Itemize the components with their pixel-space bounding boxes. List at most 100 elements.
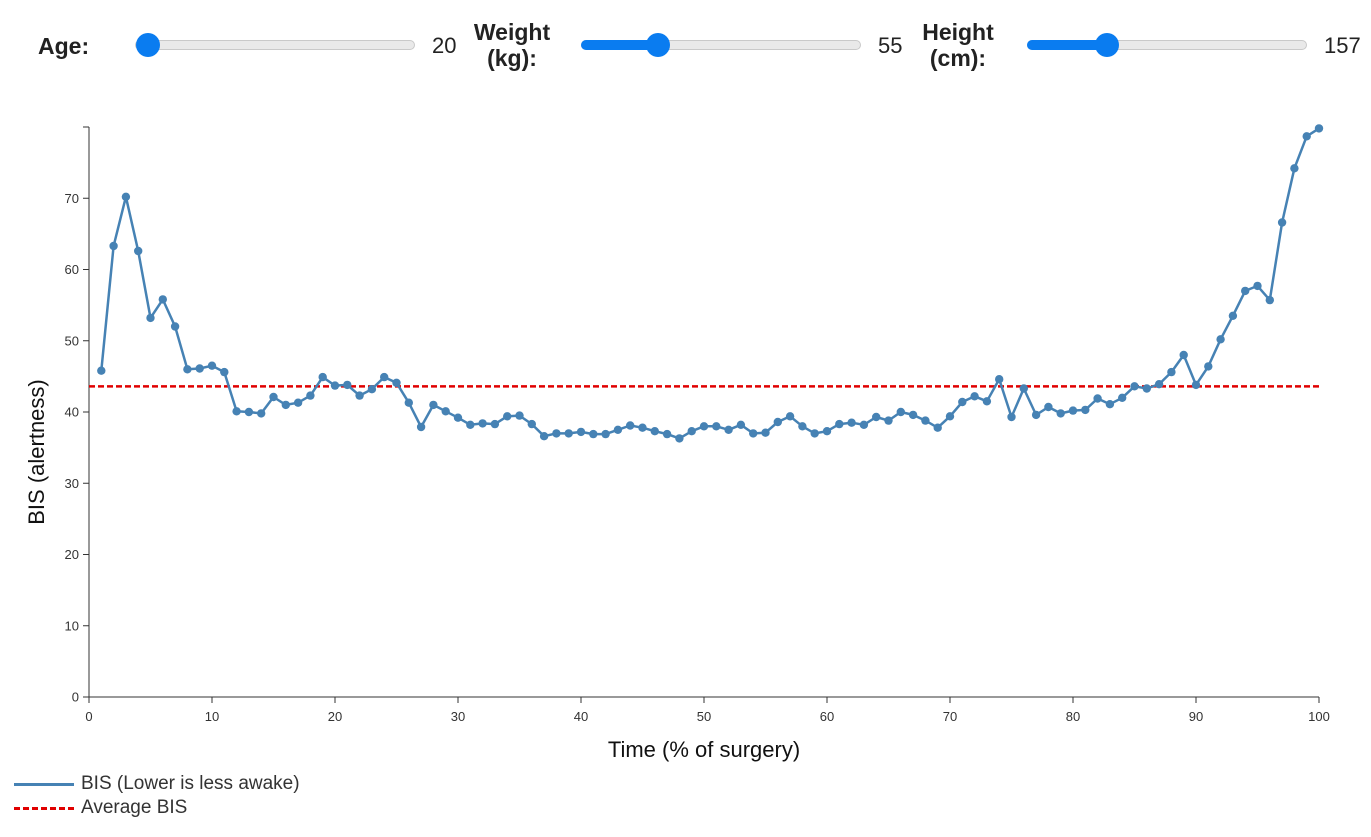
- age-slider-thumb[interactable]: [136, 33, 160, 57]
- data-point: [995, 375, 1004, 384]
- data-point: [638, 423, 647, 432]
- data-point: [662, 429, 672, 439]
- data-point: [183, 365, 192, 374]
- height-slider[interactable]: [1027, 33, 1307, 57]
- y-tick-label: 50: [65, 333, 79, 348]
- weight-slider-thumb[interactable]: [646, 33, 670, 57]
- data-point: [724, 425, 733, 434]
- height-label-line2: (cm):: [929, 45, 987, 71]
- data-point: [121, 192, 131, 201]
- data-point: [699, 422, 709, 431]
- data-point: [1314, 124, 1324, 133]
- data-point: [1179, 350, 1188, 360]
- data-point: [896, 407, 905, 417]
- x-tick-label: 30: [451, 709, 465, 724]
- y-tick-label: 70: [65, 191, 79, 206]
- data-point: [601, 429, 610, 439]
- data-point: [429, 400, 438, 410]
- age-slider[interactable]: [135, 33, 415, 57]
- x-tick-label: 50: [697, 709, 711, 724]
- data-point: [650, 427, 659, 436]
- data-point: [1019, 384, 1028, 393]
- data-point: [1093, 394, 1102, 403]
- y-tick-label: 30: [65, 476, 79, 491]
- height-label: Height (cm):: [908, 19, 1008, 71]
- y-tick-label: 0: [72, 690, 79, 705]
- data-point: [810, 429, 819, 438]
- data-point: [1216, 335, 1225, 344]
- data-point: [945, 412, 955, 421]
- data-point: [355, 391, 364, 400]
- legend-label-bis: BIS (Lower is less awake): [81, 773, 300, 794]
- legend-item-bis: BIS (Lower is less awake): [14, 772, 344, 796]
- data-point: [244, 407, 254, 417]
- data-point: [1154, 380, 1164, 389]
- data-point: [281, 400, 290, 410]
- data-point: [515, 411, 524, 420]
- x-tick-label: 100: [1308, 709, 1330, 724]
- data-point: [1277, 218, 1287, 227]
- age-label: Age:: [38, 33, 90, 59]
- data-point: [1044, 402, 1053, 412]
- data-point: [318, 372, 327, 382]
- bis-series-line: [100, 127, 1320, 440]
- data-point: [367, 385, 377, 394]
- data-point: [933, 423, 942, 432]
- data-point: [453, 413, 463, 422]
- height-label-line1: Height: [922, 19, 994, 45]
- data-point: [613, 425, 623, 434]
- data-point: [626, 421, 635, 430]
- data-point: [589, 429, 598, 439]
- data-point: [576, 427, 586, 437]
- data-point: [1068, 406, 1078, 415]
- data-point: [872, 412, 881, 422]
- data-point: [392, 378, 401, 387]
- data-point: [478, 419, 487, 428]
- data-point: [1204, 362, 1213, 371]
- bis-series-points: [97, 124, 1324, 443]
- x-tick-label: 40: [574, 709, 588, 724]
- legend-swatch-bis: [14, 783, 74, 786]
- x-tick-label: 20: [328, 709, 342, 724]
- weight-label-line1: Weight: [473, 19, 551, 45]
- data-point: [146, 313, 155, 323]
- bis-line-chart: 0 10 20 30 40 50 60 70 0 10 20 30 40 50 60 70 80 90 100 T…: [24, 124, 1330, 762]
- data-point: [1253, 281, 1262, 291]
- data-point: [982, 397, 992, 406]
- data-point: [884, 416, 893, 425]
- data-point: [380, 372, 389, 382]
- data-point: [170, 322, 180, 331]
- data-point: [859, 420, 869, 429]
- weight-label: Weight (kg):: [462, 19, 562, 71]
- data-point: [330, 381, 340, 390]
- x-axis: 0 10 20 30 40 50 60 70 80 90 100: [85, 696, 1330, 724]
- data-point: [1007, 412, 1016, 422]
- x-tick-label: 90: [1189, 709, 1203, 724]
- data-point: [416, 422, 426, 432]
- data-point: [1081, 405, 1090, 415]
- height-slider-thumb[interactable]: [1094, 33, 1119, 57]
- data-point: [503, 412, 512, 421]
- data-point: [220, 367, 229, 377]
- height-slider-fill: [1027, 40, 1106, 50]
- legend-label-average: Average BIS: [81, 797, 188, 818]
- data-point: [785, 412, 795, 421]
- legend-item-average: Average BIS: [14, 796, 344, 820]
- data-point: [1191, 380, 1201, 390]
- data-point: [1302, 132, 1311, 141]
- data-point: [293, 398, 303, 407]
- data-point: [687, 427, 696, 436]
- weight-label-line2: (kg):: [487, 45, 537, 71]
- data-point: [1167, 367, 1176, 377]
- data-point: [257, 409, 266, 418]
- data-point: [1118, 393, 1127, 402]
- data-point: [1290, 164, 1299, 173]
- data-point: [773, 417, 782, 427]
- data-point: [1228, 311, 1238, 320]
- weight-slider[interactable]: [581, 33, 861, 57]
- data-point: [404, 398, 413, 407]
- data-point: [109, 241, 118, 251]
- height-value: 157: [1324, 33, 1361, 58]
- data-point: [958, 397, 967, 407]
- data-point: [232, 407, 241, 416]
